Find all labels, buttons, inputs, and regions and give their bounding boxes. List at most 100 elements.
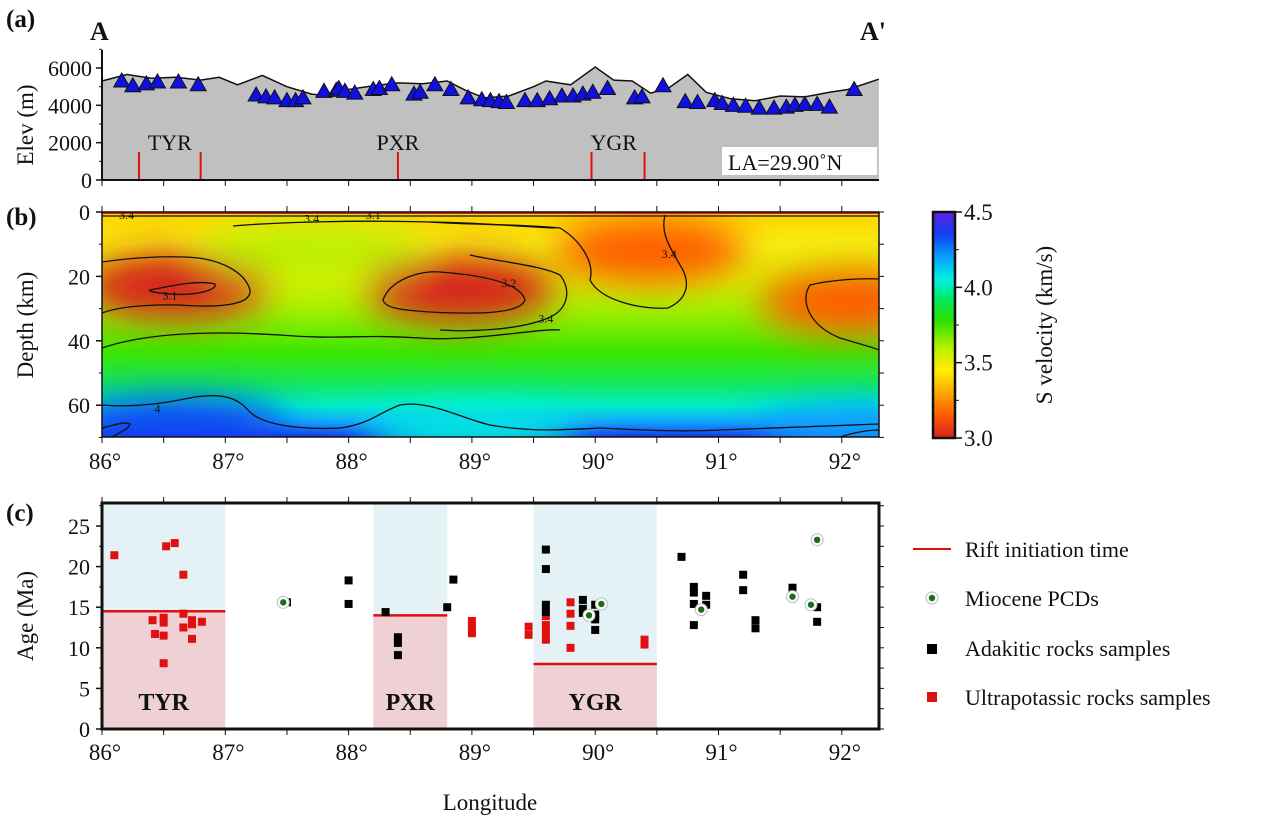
contour-label: 4 [154, 401, 160, 415]
ultrapotassic-marker [640, 640, 649, 649]
adakitic-marker [689, 588, 698, 597]
adakitic-marker [393, 651, 402, 660]
x-axis-label: Longitude [443, 790, 538, 815]
ultrapotassic-marker [170, 539, 179, 548]
station-marker [315, 82, 333, 98]
adakitic-marker [344, 576, 353, 585]
longitude-tick-label: 87° [212, 449, 244, 474]
longitude-tick-label: 91° [705, 740, 737, 765]
latitude-annotation: LA=29.90˚N [728, 150, 843, 175]
station-marker [112, 72, 131, 88]
ultrapotassic-marker [188, 634, 197, 643]
ultrapotassic-marker [179, 570, 188, 579]
longitude-tick-label: 86° [89, 449, 121, 474]
station-marker [540, 89, 559, 106]
station-marker [553, 86, 571, 103]
station-marker [598, 79, 617, 96]
adakitic-marker [813, 617, 822, 626]
ultrapotassic-marker [566, 643, 575, 652]
adakitic-marker [393, 633, 402, 642]
pcd-marker [698, 606, 705, 613]
ultrapotassic-marker [197, 617, 206, 626]
panel-label-a: (a) [6, 6, 35, 33]
station-marker [382, 75, 401, 92]
station-marker [189, 75, 208, 92]
elevation-tick-label: 2000 [48, 131, 92, 156]
depth-tick-label: 20 [68, 264, 90, 289]
ultrapotassic-marker [188, 620, 197, 629]
adakitic-marker [813, 603, 822, 612]
velocity-plot-frame [101, 211, 880, 438]
station-marker [345, 84, 364, 100]
depth-tick-label: 40 [68, 329, 90, 354]
adakitic-marker [751, 624, 760, 633]
rift-label-ygr: YGR [590, 130, 637, 155]
ultrapotassic-marker [524, 630, 533, 639]
ultrapotassic-marker [467, 629, 476, 638]
legend-pcd-dot [928, 594, 936, 602]
contour-label: 3.4 [538, 311, 553, 325]
longitude-tick-label: 89° [459, 740, 491, 765]
pcd-marker [280, 599, 287, 606]
age-tick-label: 5 [79, 676, 90, 701]
colorbar-tick-label: 3.0 [964, 426, 993, 451]
panel-label-b: (b) [6, 204, 37, 231]
rift-zone-label-ygr: YGR [569, 690, 623, 716]
station-marker [583, 83, 602, 99]
station-marker [845, 80, 863, 96]
age-plot-frame [100, 501, 881, 731]
legend: Rift initiation time Miocene PCDs Adakit… [913, 537, 1211, 710]
ultrapotassic-marker [524, 622, 533, 631]
colorbar-tick-label: 3.5 [964, 351, 993, 376]
station-marker [654, 76, 672, 93]
elevation-tick-label: 4000 [48, 93, 92, 118]
station-marker [169, 72, 188, 89]
longitude-tick-label: 92° [829, 449, 861, 474]
ultrapotassic-marker [566, 621, 575, 630]
adakitic-marker [591, 625, 600, 634]
contour-label: 3.4 [662, 247, 677, 261]
contour-label: 3.4 [304, 211, 319, 225]
rift-label-pxr: PXR [377, 130, 420, 155]
contour-label: 3.2 [501, 276, 516, 290]
elevation-tick-label: 0 [81, 168, 92, 193]
adakitic-marker [344, 599, 353, 608]
post-rift-zone-tyr [102, 611, 226, 729]
age-tick-label: 15 [68, 595, 90, 620]
longitude-tick-label: 90° [582, 740, 614, 765]
colorbar-label: S velocity (km/s) [1032, 246, 1057, 404]
ultrapotassic-marker [541, 628, 550, 637]
ultrapotassic-marker [541, 635, 550, 644]
station-marker [294, 88, 312, 105]
adakitic-marker [751, 616, 760, 625]
adakitic-marker [578, 608, 587, 617]
ultrapotassic-marker [541, 612, 550, 621]
adakitic-marker [449, 575, 458, 584]
pre-rift-zone-ygr [533, 503, 657, 665]
velocity-anomaly-high [102, 398, 286, 437]
longitude-tick-label: 91° [705, 449, 737, 474]
station-marker [750, 99, 769, 115]
station-marker [765, 99, 783, 115]
pcd-marker [598, 600, 605, 608]
ultrapotassic-marker [159, 618, 168, 627]
longitude-tick-label: 88° [335, 449, 367, 474]
station-marker [442, 80, 460, 96]
adakitic-marker [677, 552, 686, 561]
adakitic-marker [689, 599, 698, 608]
legend-rift-label: Rift initiation time [965, 537, 1129, 562]
pre-rift-zone-pxr [373, 503, 448, 616]
station-marker [336, 82, 354, 98]
station-marker [123, 76, 142, 93]
adakitic-marker [541, 600, 550, 609]
longitude-tick-label: 88° [335, 740, 367, 765]
station-marker [676, 92, 695, 109]
station-marker [528, 91, 547, 108]
legend-pcd-label: Miocene PCDs [965, 586, 1099, 611]
station-marker [688, 93, 707, 110]
adakitic-marker [689, 582, 698, 591]
legend-ultrapotassic-swatch [927, 692, 937, 702]
surface-layer [102, 212, 879, 214]
station-marker [736, 97, 755, 113]
adakitic-marker [541, 608, 550, 617]
